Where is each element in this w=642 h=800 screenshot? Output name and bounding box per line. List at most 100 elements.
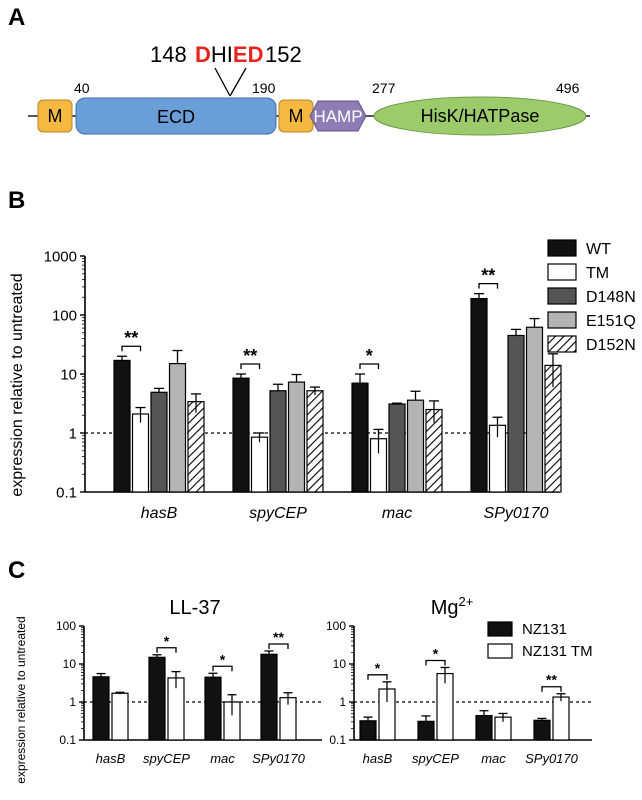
chart-c-mg-bar-nz131-spycep <box>417 720 435 741</box>
chart-b-legend-swatch-d148n <box>547 287 577 305</box>
chart-c-ll37-significance-label-mac: * <box>220 651 226 667</box>
chart-c-mg-significance-label-spy0170: ** <box>546 672 557 688</box>
chart-b-legend: WT TM D148N E151Q D152N <box>547 239 636 354</box>
motif-residues-ed: ED <box>233 42 264 67</box>
chart-b-bar-wt-spy0170 <box>470 297 488 493</box>
motif-end-number: 152 <box>265 42 302 67</box>
domain-ecd-label: ECD <box>157 107 195 127</box>
chart-b-bar-tm-hasb <box>131 413 150 493</box>
chart-c-legend-label-nz131-tm: NZ131 TM <box>522 643 593 660</box>
chart-b-bar-d152n-hasb <box>187 401 205 493</box>
chart-c-ll37-category-label-hasb: hasB <box>96 751 126 766</box>
chart-b-bar-d148n-mac <box>388 403 406 493</box>
domain-hisk-hatpase-label: HisK/HATPase <box>421 106 540 126</box>
chart-c-ll37-ytick-label-100: 100 <box>56 619 76 633</box>
chart-b-legend-label-tm: TM <box>586 265 609 282</box>
chart-c-ll37-ytick-label-0-1: 0.1 <box>59 733 76 747</box>
chart-c-mg-significance-bracket-spy0170 <box>541 686 562 692</box>
chart-c-mg-ytick-label-100: 100 <box>326 619 346 633</box>
domain-hamp <box>309 100 367 132</box>
chart-b-significance-bracket-hasb <box>121 345 142 352</box>
chart-b-ytick-label-100: 100 <box>52 307 77 324</box>
chart-b-legend-swatch-tm <box>547 263 577 281</box>
chart-b-category-label-hasb: hasB <box>141 505 178 522</box>
chart-b: expression relative to untreated 0.1 1 10 1… <box>9 248 562 522</box>
domain-m1-label: M <box>48 106 63 126</box>
chart-b-bar-wt-mac <box>351 382 369 493</box>
chart-b-category-label-mac: mac <box>382 505 412 522</box>
chart-c-mg-category-label-hasb: hasB <box>363 751 393 766</box>
chart-b-significance-label-spy0170: ** <box>481 266 495 286</box>
chart-c-mg-significance-bracket-hasb <box>367 674 388 680</box>
chart-c-ll37-category-label-spy0170: SPy0170 <box>252 751 306 766</box>
chart-c-mg-category-label-mac: mac <box>481 751 506 766</box>
chart-c-mg-bar-nz131-mac <box>475 714 493 741</box>
chart-c-ll37-significance-bracket-mac <box>212 665 233 672</box>
chart-c-ll37-bar-nz131-tm-hasb <box>111 692 129 741</box>
position-40: 40 <box>74 80 90 96</box>
domain-m1 <box>37 99 73 133</box>
chart-b-bar-e151q-hasb <box>168 363 187 493</box>
chart-c-legend-swatch-nz131 <box>487 621 513 637</box>
chart-b-bar-wt-spycep <box>232 377 250 493</box>
chart-c-mg-title-base: Mg <box>431 597 459 619</box>
chart-b-legend-label-wt: WT <box>586 241 611 258</box>
chart-b-bar-e151q-spy0170 <box>525 326 544 493</box>
chart-c-mg-title-superscript: 2+ <box>458 594 473 609</box>
chart-c-ll37-ytick-label-10: 10 <box>63 657 77 671</box>
chart-c-mg-significance-label-spycep: * <box>433 645 439 661</box>
chart-c-mg-bar-nz131-hasb <box>359 720 377 741</box>
chart-b-legend-swatch-d152n <box>547 335 577 353</box>
chart-b-significance-label-hasb: ** <box>124 328 138 348</box>
chart-b-category-label-spycep: spyCEP <box>249 505 307 522</box>
chart-b-category-label-spy0170: SPy0170 <box>484 505 549 522</box>
chart-c-mg-title: Mg2+ <box>431 594 474 619</box>
chart-b-bar-wt-hasb <box>113 359 131 493</box>
chart-b-bar-d148n-spy0170 <box>507 334 525 493</box>
chart-c-ll37-bar-nz131-spy0170 <box>260 653 278 741</box>
position-496: 496 <box>556 80 580 96</box>
position-190: 190 <box>252 80 276 96</box>
chart-c-ll37-significance-bracket-spycep <box>156 647 177 653</box>
chart-c-ll37-category-label-spycep: spyCEP <box>143 751 190 766</box>
chart-b-legend-label-e151q: E151Q <box>586 313 636 330</box>
motif-start-number: 148 <box>150 42 187 67</box>
chart-b-bar-d148n-hasb <box>150 391 168 493</box>
chart-b-significance-bracket-mac <box>359 363 380 369</box>
chart-c-mg-bar-nz131-tm-spycep <box>436 672 454 741</box>
position-277: 277 <box>372 80 396 96</box>
motif-residue-d148: D <box>195 42 211 67</box>
chart-b-ytick-label-10: 10 <box>60 366 77 383</box>
chart-c-legend-label-nz131: NZ131 <box>522 621 567 638</box>
chart-c-ll37: expression relative to untreated LL-37 0… <box>14 597 322 784</box>
chart-c-mg-significance-bracket-spycep <box>425 659 446 666</box>
chart-b-legend-label-d152n: D152N <box>586 337 636 354</box>
domain-hisk-hatpase <box>373 96 587 136</box>
chart-c-legend: NZ131 NZ131 TM <box>487 621 593 660</box>
chart-b-bar-d152n-spycep <box>306 390 324 493</box>
chart-b-bar-d148n-spycep <box>269 390 287 493</box>
motif-pointer-left <box>214 67 231 97</box>
domain-hamp-label: HAMP <box>313 107 362 126</box>
chart-b-bar-tm-spycep <box>250 436 269 493</box>
chart-c-mg-category-label-spycep: spyCEP <box>412 751 459 766</box>
chart-c-ll37-title: LL-37 <box>169 597 220 619</box>
chart-b-ylabel: expression relative to untreated <box>9 273 26 496</box>
chart-c-ll37-significance-label-spy0170: ** <box>273 629 284 645</box>
chart-c-legend-swatch-nz131-tm <box>487 643 513 659</box>
chart-b-legend-label-d148n: D148N <box>586 289 636 306</box>
chart-c-ll37-bar-nz131-hasb <box>92 676 110 741</box>
motif-residues-hi: HI <box>211 42 233 67</box>
chart-c-mg-bar-nz131-spy0170 <box>533 719 551 741</box>
chart-c-ll37-significance-bracket-spy0170 <box>268 643 289 649</box>
chart-c-ll37-category-label-mac: mac <box>210 751 235 766</box>
domain-m2-label: M <box>289 106 304 126</box>
chart-b-bar-e151q-spycep <box>287 381 306 493</box>
chart-c-mg-ytick-label-1: 1 <box>339 695 346 709</box>
chart-c-mg-bar-nz131-tm-spy0170 <box>552 696 570 741</box>
chart-b-legend-swatch-e151q <box>547 311 577 329</box>
chart-b-ytick-label-1: 1 <box>69 425 77 442</box>
chart-b-significance-bracket-spycep <box>240 363 261 369</box>
